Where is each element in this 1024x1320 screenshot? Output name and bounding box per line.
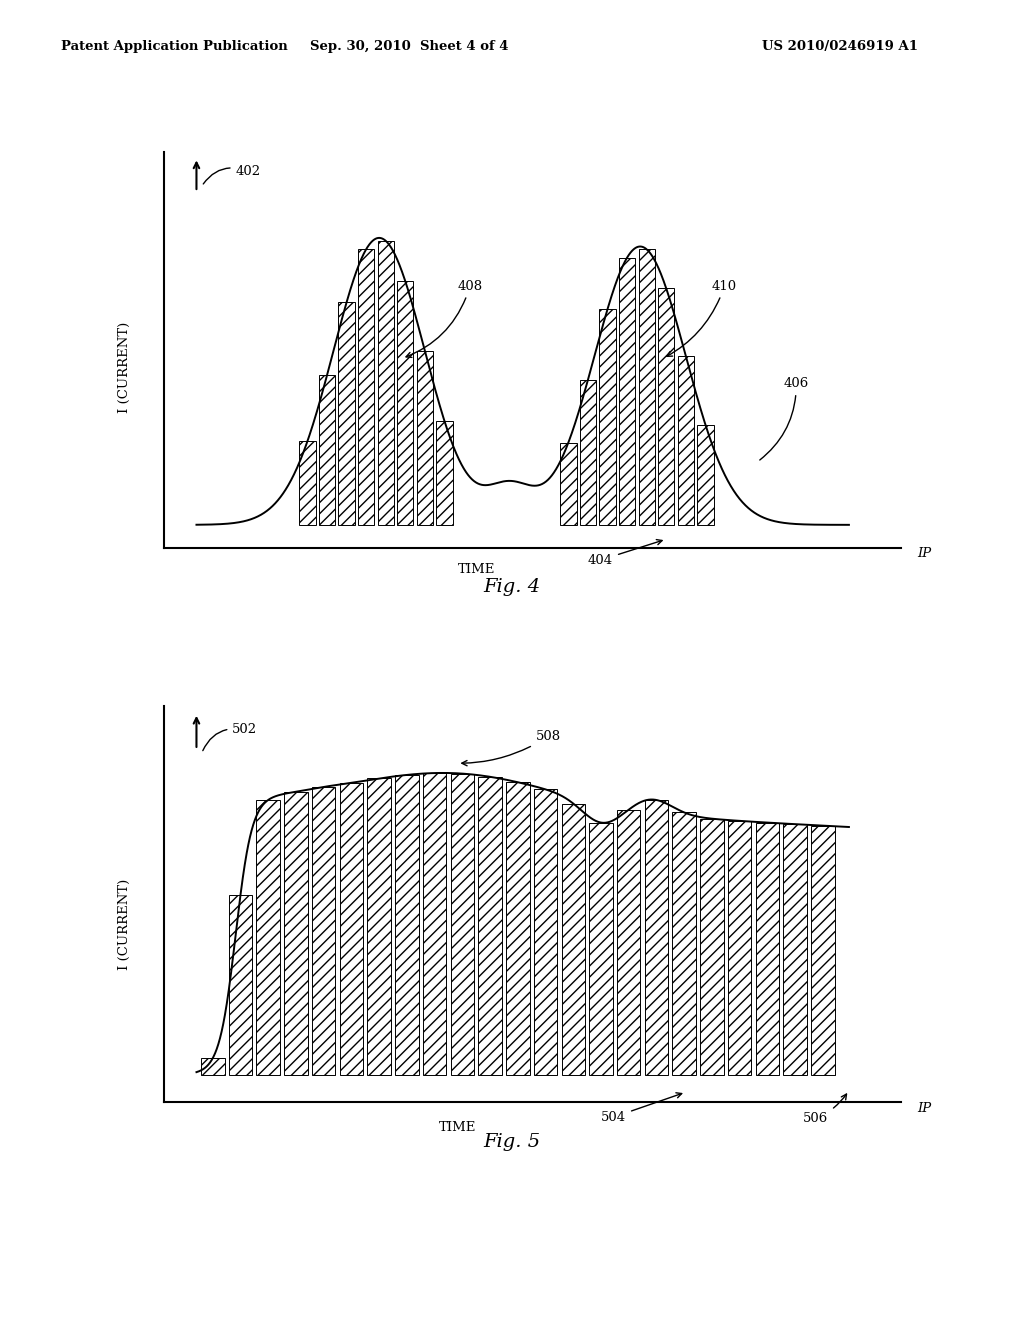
Text: I (CURRENT): I (CURRENT) [118, 879, 131, 970]
Bar [478, 776, 502, 1076]
Bar [506, 783, 529, 1076]
Text: IP: IP [918, 1102, 932, 1115]
Bar [561, 804, 585, 1076]
Bar [673, 812, 696, 1076]
Text: 406: 406 [760, 378, 809, 459]
Bar [395, 775, 419, 1076]
Bar [700, 818, 724, 1076]
Text: 508: 508 [462, 730, 561, 766]
Bar [338, 302, 354, 525]
Text: 502: 502 [203, 723, 257, 751]
Text: 404: 404 [588, 540, 663, 566]
Text: 506: 506 [803, 1094, 847, 1126]
Bar [340, 783, 364, 1076]
Text: 410: 410 [667, 280, 737, 356]
Text: Fig. 5: Fig. 5 [483, 1133, 541, 1151]
Text: Fig. 4: Fig. 4 [483, 578, 541, 597]
Bar [299, 441, 315, 525]
Bar [639, 249, 654, 525]
Bar [201, 1059, 224, 1076]
Bar [423, 774, 446, 1076]
Bar [658, 289, 675, 525]
Bar [378, 240, 394, 525]
Text: I (CURRENT): I (CURRENT) [118, 321, 131, 413]
Bar [451, 774, 474, 1076]
Bar [318, 375, 335, 525]
Bar [436, 421, 453, 525]
Bar [256, 800, 280, 1076]
Bar [417, 351, 433, 525]
Bar [618, 257, 635, 525]
Text: IP: IP [918, 546, 932, 560]
Bar [534, 789, 557, 1076]
Bar [645, 800, 669, 1076]
Bar [358, 249, 374, 525]
Bar [697, 425, 714, 525]
Bar [228, 895, 252, 1076]
Bar [368, 779, 391, 1076]
Bar [617, 809, 640, 1076]
Text: Sep. 30, 2010  Sheet 4 of 4: Sep. 30, 2010 Sheet 4 of 4 [310, 40, 509, 53]
Bar [678, 356, 694, 525]
Bar [811, 825, 835, 1076]
Text: TIME: TIME [438, 1121, 476, 1134]
Bar [756, 822, 779, 1076]
Text: TIME: TIME [459, 562, 496, 576]
Bar [312, 787, 336, 1076]
Bar [599, 309, 615, 525]
Text: US 2010/0246919 A1: US 2010/0246919 A1 [762, 40, 918, 53]
Bar [580, 380, 596, 525]
Text: 504: 504 [601, 1093, 682, 1123]
Bar [285, 792, 307, 1076]
Bar [560, 442, 577, 525]
Text: 402: 402 [204, 165, 261, 183]
Text: 408: 408 [407, 280, 482, 358]
Bar [397, 281, 414, 525]
Bar [728, 821, 752, 1076]
Text: Patent Application Publication: Patent Application Publication [61, 40, 288, 53]
Bar [589, 822, 612, 1076]
Bar [783, 824, 807, 1076]
